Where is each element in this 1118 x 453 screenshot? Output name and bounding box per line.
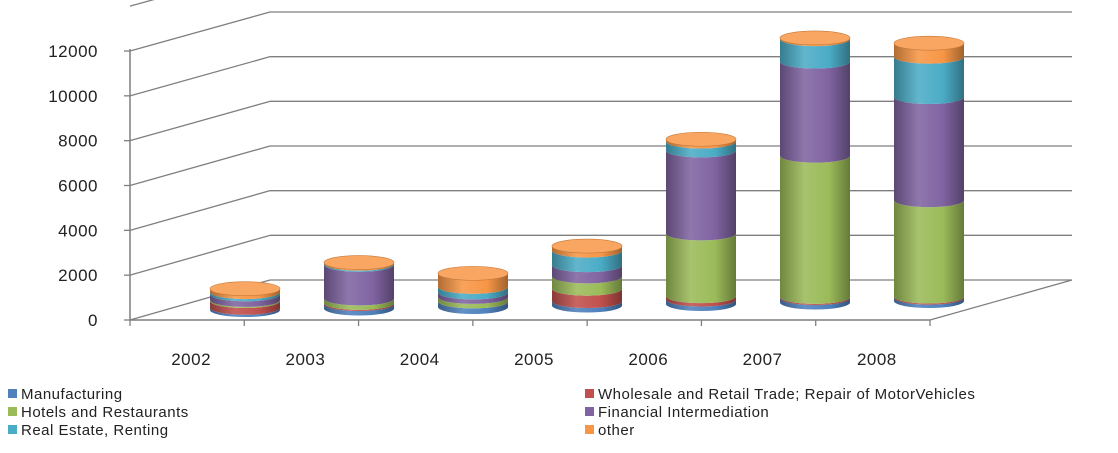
bar-segment-2003-1	[324, 302, 394, 312]
bar-segment-2003-3	[324, 264, 394, 306]
x-tick-label: 2005	[514, 350, 554, 369]
bar-top-cap-2002	[209, 281, 281, 297]
bar-segment-2002-5	[210, 288, 280, 300]
bar-segment-2004-2	[438, 296, 508, 309]
bar-segment-2005-2	[552, 276, 622, 296]
y-tick-label: 2000	[58, 266, 98, 285]
legend-right-column: Wholesale and Retail Trade; Repair of Mo…	[585, 386, 975, 440]
legend-item: other	[585, 422, 975, 440]
bar-top-cap-2004	[437, 266, 509, 281]
legend-item: Hotels and Restaurants	[8, 404, 189, 422]
legend-label: other	[598, 422, 635, 439]
bar-segment-2008-0	[894, 297, 964, 308]
bar-top-cap-2006	[665, 131, 737, 147]
bar-segment-2005-1	[552, 288, 622, 309]
bar-segment-2007-4	[780, 39, 850, 69]
chart-labels: 0 2000 4000 6000 8000 10000 12000 2002 2003 2004 2…	[48, 42, 897, 369]
y-tick-label: 10000	[48, 87, 98, 106]
bar-segment-2008-4	[894, 56, 964, 105]
bar-segment-2005-0	[552, 301, 622, 313]
bar-segment-2008-1	[894, 296, 964, 305]
bar-segment-2002-1	[210, 301, 280, 315]
legend-swatch	[585, 389, 594, 398]
x-tick-label: 2006	[628, 350, 668, 369]
gridline-side	[129, 100, 271, 142]
x-tick-label: 2002	[171, 350, 211, 369]
x-tick-label: 2003	[286, 350, 326, 369]
bar-segment-2004-4	[438, 286, 508, 300]
y-tick-label: 12000	[48, 42, 98, 61]
gridline-side	[129, 234, 271, 276]
x-tick-label: 2008	[857, 350, 897, 369]
legend-label: Hotels and Restaurants	[21, 404, 189, 421]
bar-segment-2007-2	[780, 155, 850, 304]
legend-swatch	[8, 389, 17, 398]
chart-bars	[209, 30, 965, 317]
bar-segment-2006-3	[666, 150, 736, 241]
legend-left-column: Manufacturing Hotels and Restaurants Real …	[8, 386, 189, 440]
bar-segment-2003-4	[324, 263, 394, 272]
bar-top-cap-2005	[551, 238, 623, 254]
bar-segment-2008-5	[894, 43, 964, 64]
bar-segment-2006-2	[666, 233, 736, 304]
bar-top-cap-2003	[323, 255, 395, 270]
bar-top-cap-2007	[779, 30, 851, 46]
y-tick-label: 6000	[58, 177, 98, 196]
legend-label: Wholesale and Retail Trade; Repair of Mo…	[598, 386, 976, 403]
bar-segment-2004-0	[438, 301, 508, 314]
legend-item: Wholesale and Retail Trade; Repair of Mo…	[585, 386, 975, 404]
chart-axes	[124, 49, 931, 326]
legend-label: Manufacturing	[21, 386, 123, 403]
bar-segment-2005-3	[552, 265, 622, 284]
bar-segment-2006-0	[666, 299, 736, 311]
legend-swatch	[8, 425, 17, 434]
bar-segment-2003-0	[324, 304, 394, 316]
legend-item: Financial Intermediation	[585, 404, 975, 422]
gridline-side	[129, 56, 271, 97]
legend-label: Financial Intermediation	[598, 404, 770, 421]
y-tick-label: 0	[88, 311, 98, 330]
legend-swatch	[585, 425, 594, 434]
bar-segment-2006-1	[666, 296, 736, 307]
bar-segment-2008-3	[894, 97, 964, 208]
bar-segment-2004-3	[438, 292, 508, 304]
bar-segment-2002-0	[210, 307, 280, 317]
x-tick-label: 2007	[743, 350, 783, 369]
bar-segment-2005-5	[552, 246, 622, 258]
bar-segment-2003-2	[324, 298, 394, 310]
gridline-side	[129, 190, 271, 231]
y-tick-label: 8000	[58, 132, 98, 151]
bar-segment-2002-3	[210, 294, 280, 307]
bar-segment-2008-2	[894, 200, 964, 304]
legend-swatch	[8, 407, 17, 416]
legend-item: Manufacturing	[8, 386, 189, 404]
bar-segment-2005-4	[552, 250, 622, 273]
x-tick-label: 2004	[400, 350, 440, 369]
legend-label: Real Estate, Renting	[21, 422, 169, 439]
bar-top-cap-2008	[893, 35, 965, 51]
bar-segment-2006-5	[666, 139, 736, 149]
y-tick-label: 4000	[58, 221, 98, 240]
legend-item: Real Estate, Renting	[8, 422, 189, 440]
legend-swatch	[585, 407, 594, 416]
floor-edge	[929, 279, 1073, 321]
bar-segment-2006-4	[666, 141, 736, 158]
bar-segment-2007-3	[780, 61, 850, 163]
bar-segment-2002-2	[210, 299, 280, 309]
bar-segment-2002-4	[210, 292, 280, 302]
bar-segment-2007-0	[780, 298, 850, 310]
gridline-side	[129, 145, 271, 187]
bar-segment-2007-1	[780, 296, 850, 306]
gridline-side	[129, 11, 271, 52]
bar-segment-2004-5	[438, 273, 508, 294]
gridline-side	[129, 0, 155, 7]
